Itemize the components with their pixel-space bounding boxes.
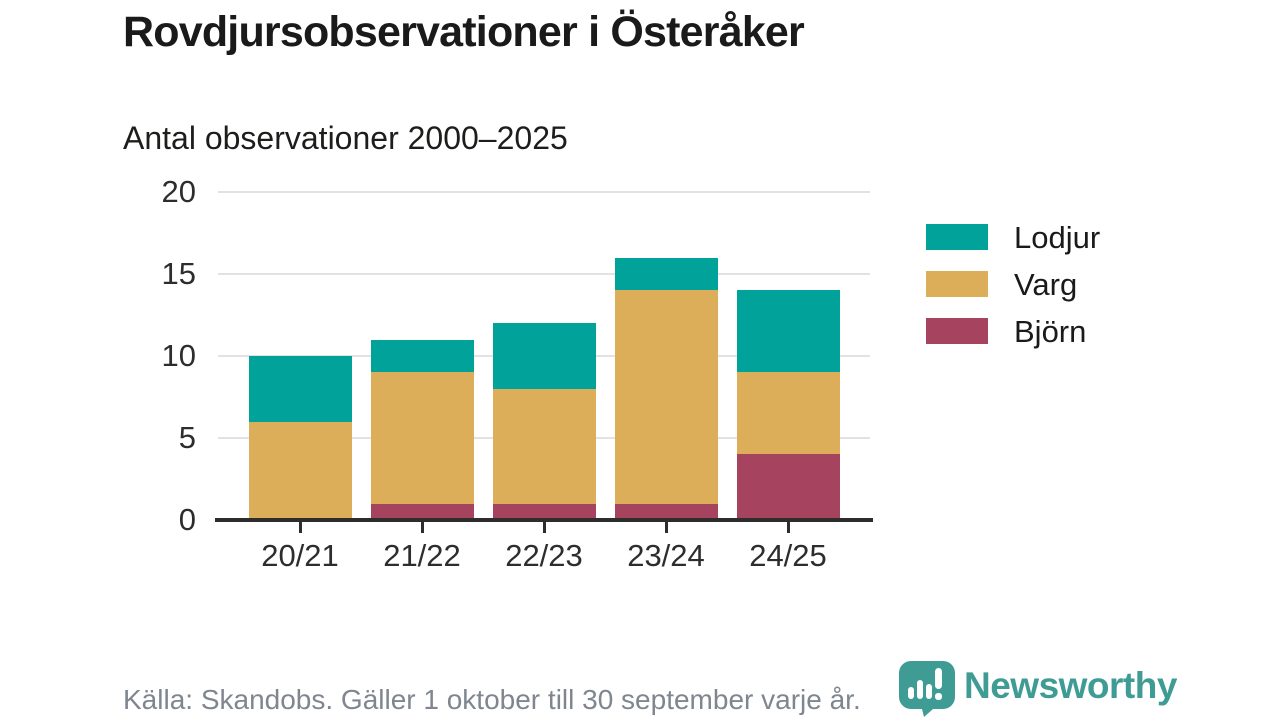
x-tick-label-22-23: 22/23	[505, 538, 583, 573]
legend: Lodjur Varg Björn	[926, 219, 1101, 365]
chart-subtitle: Antal observationer 2000–2025	[123, 120, 568, 156]
legend-label-lodjur: Lodjur	[1014, 219, 1101, 255]
x-tick-23-24	[664, 522, 668, 533]
legend-label-varg: Varg	[1014, 266, 1078, 302]
bar-segment-varg-22-23	[492, 388, 596, 504]
bar-segment-varg-20-21	[248, 421, 352, 520]
y-tick-label-15: 15	[161, 256, 196, 291]
newsworthy-logo-text: Newsworthy	[964, 665, 1177, 706]
newsworthy-logo: Newsworthy	[897, 660, 1177, 717]
x-tick-label-23-24: 23/24	[627, 538, 705, 573]
bar-segment-lodjur-20-21	[248, 356, 352, 422]
x-tick-label-21-22: 21/22	[383, 538, 461, 573]
gridline-15	[218, 273, 870, 275]
legend-swatch-lodjur	[926, 224, 988, 250]
bar-segment-lodjur-21-22	[370, 339, 474, 373]
bar-segment-bjorn-24-25	[736, 454, 840, 520]
gridline-20	[218, 191, 870, 193]
bar-segment-varg-23-24	[614, 290, 718, 504]
legend-item-varg: Varg	[926, 266, 1100, 302]
page-title: Rovdjursobservationer i Österåker	[123, 8, 805, 56]
source-note: Källa: Skandobs. Gäller 1 oktober till 3…	[123, 684, 861, 715]
legend-swatch-bjorn	[926, 318, 988, 344]
bar-segment-bjorn-22-23	[492, 503, 596, 520]
bar-segment-lodjur-23-24	[614, 257, 718, 291]
bar-segment-varg-21-22	[370, 372, 474, 504]
x-tick-24-25	[786, 522, 790, 533]
x-tick-label-24-25: 24/25	[749, 538, 827, 573]
y-tick-label-10: 10	[161, 338, 196, 373]
legend-swatch-varg	[926, 271, 988, 297]
speech-bubble-bar-chart-icon	[899, 661, 955, 717]
x-tick-20-21	[298, 522, 302, 533]
legend-item-lodjur: Lodjur	[926, 219, 1101, 255]
x-tick-22-23	[542, 522, 546, 533]
y-tick-label-5: 5	[178, 420, 196, 455]
bar-segment-bjorn-23-24	[614, 503, 718, 520]
bar-segment-varg-24-25	[736, 372, 840, 455]
bar-segment-lodjur-24-25	[736, 290, 840, 373]
legend-label-bjorn: Björn	[1014, 313, 1087, 349]
x-tick-label-20-21: 20/21	[261, 538, 339, 573]
y-tick-label-20: 20	[161, 174, 196, 209]
bar-segment-bjorn-21-22	[370, 503, 474, 520]
y-tick-label-0: 0	[178, 502, 196, 537]
plot-area	[218, 191, 870, 520]
x-axis-line	[215, 518, 873, 522]
bar-segment-lodjur-22-23	[492, 323, 596, 389]
legend-item-bjorn: Björn	[926, 313, 1100, 349]
x-tick-21-22	[420, 522, 424, 533]
